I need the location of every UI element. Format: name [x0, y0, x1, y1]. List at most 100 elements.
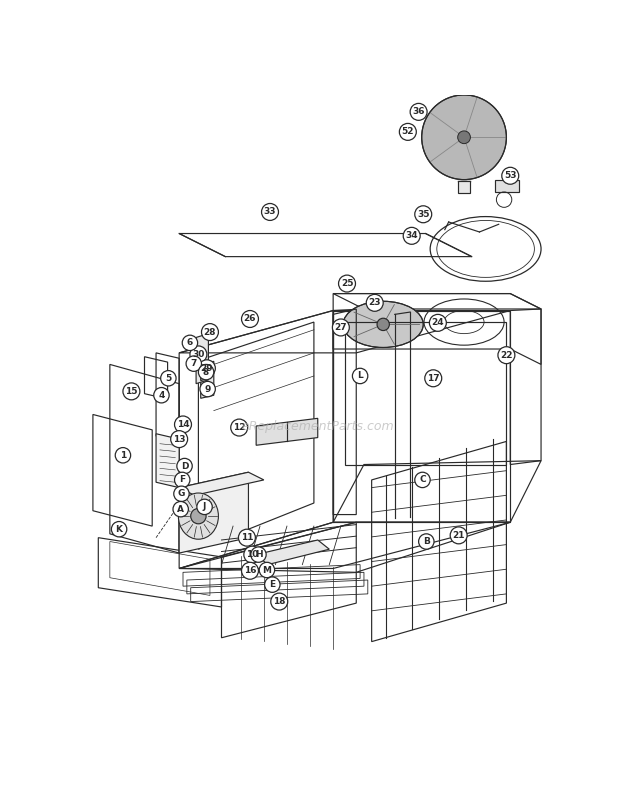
Text: 33: 33	[264, 207, 277, 217]
Circle shape	[177, 458, 192, 474]
Circle shape	[239, 529, 255, 546]
Text: 6: 6	[187, 339, 193, 347]
Circle shape	[182, 335, 198, 350]
Circle shape	[332, 319, 349, 336]
Circle shape	[377, 318, 389, 331]
Polygon shape	[495, 180, 520, 192]
Circle shape	[403, 227, 420, 244]
Text: A: A	[177, 505, 184, 513]
Circle shape	[399, 123, 416, 140]
Circle shape	[450, 527, 467, 544]
Circle shape	[115, 448, 131, 463]
Text: 7: 7	[190, 359, 197, 368]
Polygon shape	[179, 472, 264, 495]
Circle shape	[198, 365, 214, 380]
Circle shape	[271, 593, 288, 610]
Circle shape	[202, 324, 218, 341]
Polygon shape	[256, 418, 317, 445]
Text: 1: 1	[120, 451, 126, 460]
Text: J: J	[203, 502, 206, 511]
Text: 26: 26	[244, 315, 256, 324]
Circle shape	[112, 521, 126, 537]
Circle shape	[366, 294, 383, 312]
Text: M: M	[262, 566, 272, 574]
Text: 23: 23	[368, 298, 381, 308]
Text: G: G	[178, 490, 185, 498]
Text: F: F	[179, 475, 185, 484]
Circle shape	[161, 370, 176, 386]
Circle shape	[175, 472, 190, 487]
Text: 25: 25	[341, 279, 353, 288]
Text: 14: 14	[177, 420, 189, 429]
Circle shape	[415, 472, 430, 487]
Text: D: D	[181, 462, 188, 471]
Text: 21: 21	[453, 531, 465, 540]
Text: 12: 12	[233, 423, 246, 432]
Circle shape	[458, 131, 471, 144]
Circle shape	[197, 499, 212, 515]
Text: 16: 16	[244, 566, 256, 575]
Circle shape	[498, 346, 515, 364]
Circle shape	[154, 388, 169, 403]
Circle shape	[191, 509, 206, 524]
Text: C: C	[419, 475, 426, 484]
Text: K: K	[115, 524, 123, 534]
Circle shape	[262, 203, 278, 221]
Circle shape	[231, 419, 247, 436]
Text: 4: 4	[158, 391, 165, 399]
Text: 15: 15	[125, 387, 138, 396]
Circle shape	[242, 562, 259, 579]
Text: eReplacementParts.com: eReplacementParts.com	[241, 419, 394, 433]
Circle shape	[410, 104, 427, 120]
Text: 52: 52	[402, 127, 414, 136]
Polygon shape	[201, 366, 208, 380]
Polygon shape	[179, 472, 249, 553]
Circle shape	[418, 534, 434, 549]
Text: E: E	[269, 580, 275, 589]
Text: 18: 18	[273, 597, 285, 606]
Text: 17: 17	[427, 374, 440, 383]
Text: 10: 10	[246, 550, 259, 559]
Circle shape	[430, 314, 446, 331]
Circle shape	[422, 95, 507, 180]
Text: 53: 53	[504, 172, 516, 180]
Text: 5: 5	[166, 374, 172, 383]
Circle shape	[242, 311, 259, 327]
Circle shape	[259, 562, 275, 577]
Ellipse shape	[179, 493, 218, 539]
Text: 22: 22	[500, 350, 513, 360]
Text: 27: 27	[335, 323, 347, 332]
Circle shape	[502, 168, 519, 184]
Text: 9: 9	[205, 384, 211, 394]
Ellipse shape	[343, 301, 423, 347]
Text: 34: 34	[405, 231, 418, 240]
Circle shape	[339, 275, 355, 292]
Text: 36: 36	[412, 108, 425, 116]
Circle shape	[250, 547, 266, 562]
Circle shape	[244, 546, 261, 563]
Circle shape	[170, 430, 188, 448]
Circle shape	[265, 577, 280, 592]
Circle shape	[174, 486, 189, 501]
Text: 29: 29	[200, 364, 213, 373]
Text: 13: 13	[173, 434, 185, 444]
Text: B: B	[423, 537, 430, 546]
Polygon shape	[196, 334, 208, 384]
Text: 35: 35	[417, 210, 430, 219]
Circle shape	[200, 381, 215, 397]
Circle shape	[186, 356, 202, 371]
Text: H: H	[255, 550, 262, 559]
Circle shape	[123, 383, 140, 399]
Circle shape	[190, 346, 207, 363]
Text: 24: 24	[432, 318, 444, 327]
Text: 30: 30	[192, 350, 205, 359]
Polygon shape	[256, 540, 329, 565]
Circle shape	[175, 416, 192, 433]
Circle shape	[425, 370, 441, 387]
Text: 8: 8	[203, 368, 209, 377]
Polygon shape	[201, 361, 214, 399]
Polygon shape	[458, 181, 470, 194]
Circle shape	[198, 360, 215, 377]
Text: 28: 28	[204, 327, 216, 337]
Circle shape	[352, 369, 368, 384]
